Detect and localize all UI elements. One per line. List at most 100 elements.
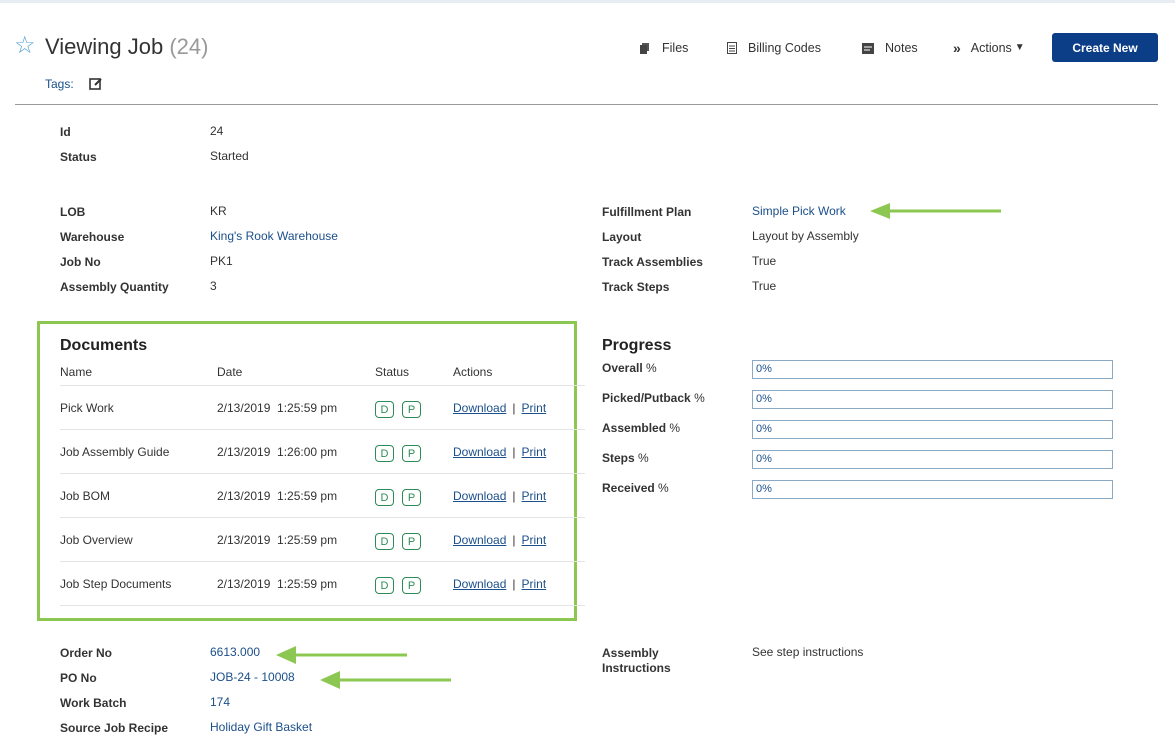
header-divider — [15, 104, 1158, 105]
doc-actions: Download | Print — [453, 445, 546, 459]
progress-label-text: Assembled — [602, 421, 667, 435]
status-badge-p: P — [402, 445, 421, 462]
table-row-divider — [60, 385, 585, 386]
progress-field-picked: 0% — [752, 390, 1113, 409]
status-badge-d: D — [375, 401, 394, 418]
percent-sign: % — [694, 391, 705, 405]
favorite-star-icon[interactable]: ☆ — [14, 32, 36, 59]
progress-field-overall: 0% — [752, 360, 1113, 379]
progress-field-assembled: 0% — [752, 420, 1113, 439]
table-row-divider — [60, 429, 585, 430]
column-header-name: Name — [60, 365, 93, 379]
billing-codes-button[interactable]: Billing Codes — [727, 41, 821, 55]
warehouse-label: Warehouse — [60, 230, 125, 244]
action-separator: | — [512, 577, 516, 591]
files-icon — [640, 42, 649, 54]
status-label: Status — [60, 150, 97, 164]
billing-codes-label: Billing Codes — [748, 41, 821, 55]
edit-tags-icon[interactable] — [89, 77, 103, 91]
doc-actions: Download | Print — [453, 401, 546, 415]
table-row-divider — [60, 473, 585, 474]
progress-label-text: Steps — [602, 451, 635, 465]
print-link[interactable]: Print — [521, 533, 547, 547]
status-badge-d: D — [375, 533, 394, 550]
progress-field-steps: 0% — [752, 450, 1113, 469]
actions-dropdown[interactable]: » Actions ▼ — [953, 41, 1025, 55]
doc-name: Job BOM — [60, 489, 111, 503]
print-link[interactable]: Print — [521, 445, 547, 459]
job-count: (24) — [169, 34, 209, 59]
track-steps-value: True — [752, 279, 777, 293]
print-link[interactable]: Print — [521, 577, 547, 591]
doc-date: 2/13/2019 1:26:00 pm — [217, 445, 338, 459]
action-separator: | — [512, 401, 516, 415]
download-link[interactable]: Download — [453, 445, 507, 459]
documents-highlight-box — [37, 321, 577, 621]
work-batch-link[interactable]: 174 — [210, 695, 231, 709]
column-header-date: Date — [217, 365, 243, 379]
files-button[interactable]: Files — [640, 41, 688, 55]
print-link[interactable]: Print — [521, 401, 547, 415]
table-row-divider — [60, 605, 585, 606]
progress-title: Progress — [602, 337, 672, 354]
progress-field-received: 0% — [752, 480, 1113, 499]
column-header-status: Status — [375, 365, 410, 379]
top-border — [0, 0, 1175, 3]
source-job-recipe-link[interactable]: Holiday Gift Basket — [210, 720, 313, 734]
percent-sign: % — [638, 451, 649, 465]
status-badge-p: P — [402, 401, 421, 418]
job-no-value: PK1 — [210, 254, 233, 268]
status-badge-p: P — [402, 533, 421, 550]
progress-label-overall: Overall % — [602, 361, 657, 375]
track-assemblies-label: Track Assemblies — [602, 255, 703, 269]
download-link[interactable]: Download — [453, 489, 507, 503]
lob-value: KR — [210, 204, 227, 218]
status-badge-d: D — [375, 445, 394, 462]
doc-name: Pick Work — [60, 401, 114, 415]
double-chevron-icon: » — [953, 40, 961, 56]
layout-value: Layout by Assembly — [752, 229, 859, 243]
annotation-arrow-po — [320, 671, 451, 689]
download-link[interactable]: Download — [453, 577, 507, 591]
print-link[interactable]: Print — [521, 489, 547, 503]
notes-button[interactable]: Notes — [862, 41, 918, 55]
layout-label: Layout — [602, 230, 642, 244]
annotation-arrow-fulfillment — [870, 203, 1001, 219]
warehouse-link[interactable]: King's Rook Warehouse — [210, 229, 338, 243]
lob-label: LOB — [60, 205, 86, 219]
percent-sign: % — [658, 481, 669, 495]
download-link[interactable]: Download — [453, 533, 507, 547]
billing-codes-icon — [727, 42, 737, 54]
create-new-button[interactable]: Create New — [1052, 33, 1158, 62]
table-row-divider — [60, 561, 585, 562]
assembly-instructions-value: See step instructions — [752, 645, 864, 659]
progress-label-text: Picked/Putback — [602, 391, 691, 405]
doc-date: 2/13/2019 1:25:59 pm — [217, 401, 338, 415]
progress-label-picked: Picked/Putback % — [602, 391, 705, 405]
progress-label-text: Overall — [602, 361, 643, 375]
status-value: Started — [210, 149, 249, 163]
page-title: Viewing Job (24) — [45, 33, 208, 61]
documents-title: Documents — [60, 337, 148, 354]
status-badge-d: D — [375, 489, 394, 506]
source-job-recipe-label: Source Job Recipe — [60, 721, 169, 735]
doc-date: 2/13/2019 1:25:59 pm — [217, 489, 338, 503]
download-link[interactable]: Download — [453, 401, 507, 415]
files-label: Files — [662, 41, 689, 55]
column-header-actions: Actions — [453, 365, 493, 379]
progress-label-assembled: Assembled % — [602, 421, 680, 435]
action-separator: | — [512, 445, 516, 459]
doc-name: Job Overview — [60, 533, 133, 547]
work-batch-label: Work Batch — [60, 696, 127, 710]
page-title-text: Viewing Job — [45, 34, 164, 59]
order-no-link[interactable]: 6613.000 — [210, 645, 261, 659]
doc-name: Job Assembly Guide — [60, 445, 170, 459]
fulfillment-plan-link[interactable]: Simple Pick Work — [752, 204, 846, 218]
order-no-label: Order No — [60, 646, 113, 660]
doc-date: 2/13/2019 1:25:59 pm — [217, 533, 338, 547]
po-no-link[interactable]: JOB-24 - 10008 — [210, 670, 295, 684]
assembly-quantity-value: 3 — [210, 279, 217, 293]
actions-label: Actions — [970, 41, 1012, 55]
assembly-instructions-label-2: Instructions — [602, 661, 671, 675]
status-badge-p: P — [402, 489, 421, 506]
